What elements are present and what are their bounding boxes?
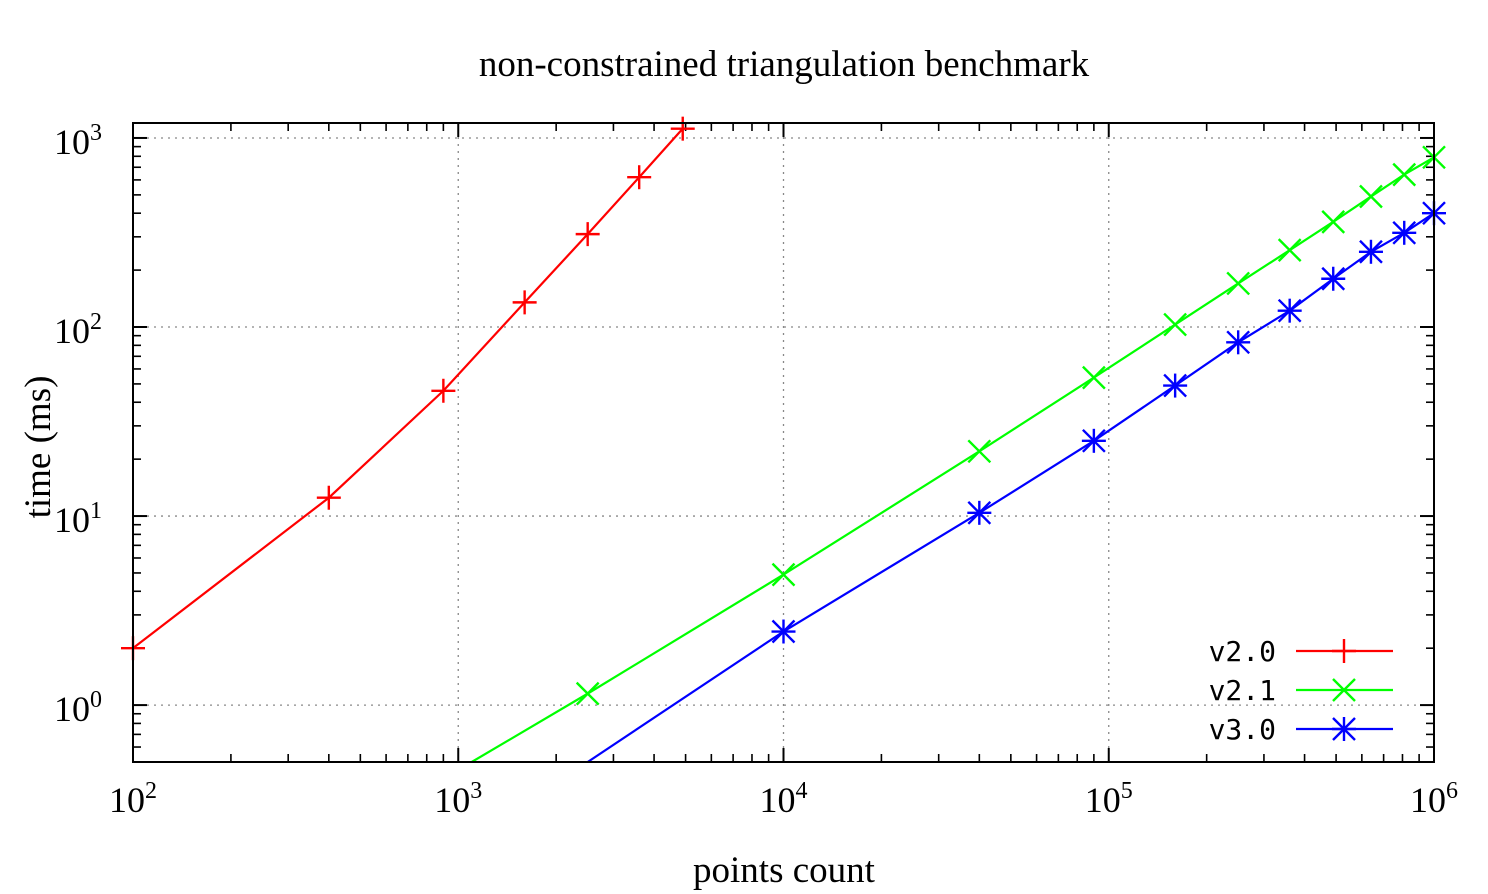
data-point: [575, 222, 600, 247]
data-point: [967, 439, 992, 464]
data-point: [627, 165, 652, 190]
data-point: [771, 619, 796, 644]
plot-frame: [132, 122, 1435, 763]
data-point: [1277, 298, 1302, 323]
data-point: [1226, 271, 1251, 296]
y-axis-label: time (ms): [18, 376, 59, 519]
legend-marker: [1332, 678, 1356, 702]
data-point: [771, 562, 796, 587]
legend-entry-v2.1: [1296, 678, 1393, 702]
data-point: [1082, 365, 1106, 390]
legend-entry-v3.0: [1296, 717, 1393, 741]
data-point: [1392, 220, 1417, 245]
x-axis-label: points count: [693, 850, 876, 891]
x-tick-label: 102: [109, 778, 157, 820]
legend-entry-v2.0: [1296, 639, 1393, 663]
tick-labels: 102 103 104 105 106 100 101 102 103: [54, 120, 1458, 820]
x-tick-label: 105: [1085, 778, 1133, 820]
data-point: [1081, 428, 1106, 453]
series-line: [133, 127, 684, 650]
data-point: [431, 378, 456, 403]
y-tick-label: 100: [54, 687, 102, 729]
legend: v2.0 v2.1 v3.0: [1209, 635, 1393, 746]
legend-label: v2.1: [1209, 674, 1276, 707]
data-point: [1277, 238, 1302, 263]
data-point: [1321, 209, 1346, 234]
x-tick-label: 106: [1410, 778, 1458, 820]
data-point: [512, 290, 537, 315]
y-tick-label: 103: [54, 120, 102, 162]
chart-title: non-constrained triangulation benchmark: [479, 44, 1090, 85]
series-line: [587, 212, 1434, 762]
data-point: [1359, 184, 1383, 209]
data-point: [670, 116, 695, 141]
series-line: [471, 156, 1434, 762]
legend-label: v2.0: [1209, 635, 1276, 668]
y-tick-label: 101: [54, 498, 102, 540]
legend-marker: [1332, 717, 1356, 741]
legend-label: v3.0: [1209, 713, 1276, 746]
series-v2.0: [121, 116, 695, 661]
legend-marker: [1332, 639, 1356, 663]
data-point: [1358, 239, 1383, 264]
data-point: [1321, 266, 1346, 291]
data-point: [1163, 312, 1187, 337]
data-point: [575, 681, 600, 706]
x-tick-label: 103: [434, 778, 482, 820]
data-point: [1226, 330, 1251, 355]
data-point: [1392, 162, 1417, 187]
series-v3.0: [587, 201, 1446, 762]
series-v2.1: [471, 145, 1446, 762]
x-tick-label: 104: [760, 778, 808, 820]
data-point: [316, 485, 341, 510]
data-point: [967, 500, 992, 525]
grid: [133, 123, 1434, 762]
y-tick-label: 102: [54, 309, 102, 351]
data-point: [1163, 373, 1188, 398]
